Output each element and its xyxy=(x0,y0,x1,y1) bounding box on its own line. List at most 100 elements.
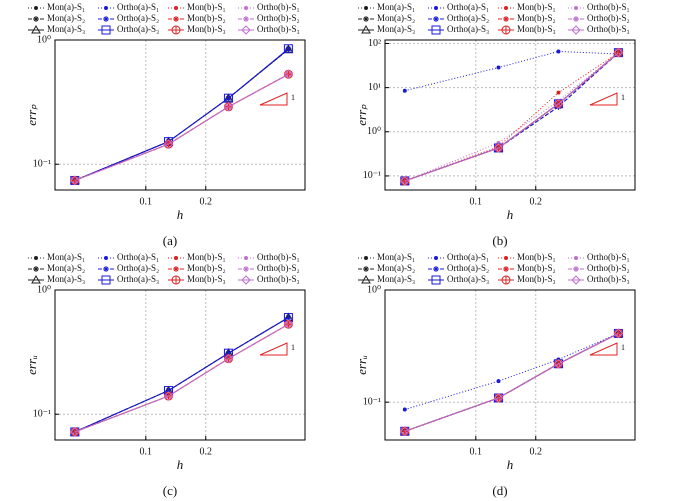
y-axis-label: errₚ xyxy=(354,104,369,126)
marker xyxy=(573,16,579,22)
slope-label: 1 xyxy=(621,93,625,102)
x-tick-label: 0.1 xyxy=(470,446,483,457)
marker xyxy=(574,6,578,10)
series-line xyxy=(404,52,619,182)
marker xyxy=(244,256,248,260)
marker xyxy=(70,175,80,186)
marker xyxy=(104,256,108,260)
marker xyxy=(101,275,111,285)
slope-triangle xyxy=(589,342,618,356)
y-tick-label: 10⁰ xyxy=(37,34,51,45)
y-axis-label: errᵤ xyxy=(354,355,369,375)
series-line xyxy=(74,49,289,181)
series-line xyxy=(404,332,619,410)
y-tick-label: 10⁻¹ xyxy=(363,170,381,181)
legend-label: Ortho(a)-S₃ xyxy=(117,274,159,284)
series-line xyxy=(74,323,289,433)
marker xyxy=(31,274,41,284)
x-tick-label: 0.1 xyxy=(470,196,483,207)
legend-label: Ortho(b)-S₁ xyxy=(587,252,630,262)
marker xyxy=(285,45,292,52)
x-tick-label: 0.1 xyxy=(140,196,153,207)
marker xyxy=(503,16,509,22)
series-line xyxy=(404,332,619,432)
marker xyxy=(241,275,251,285)
y-tick-label: 10⁻¹ xyxy=(363,396,381,407)
marker xyxy=(431,25,441,35)
x-tick-label: 0.2 xyxy=(530,446,543,457)
marker xyxy=(613,47,624,58)
legend-label: Ortho(a)-S₃ xyxy=(447,24,489,34)
marker xyxy=(163,139,174,149)
legend-label: Ortho(b)-S₃ xyxy=(257,24,300,34)
panel: 0.1 0.2 10⁻¹ 10⁰ h errₚ (a) 1 Mon(a)-S₁ Ortho(a)-… xyxy=(24,2,306,248)
marker xyxy=(241,25,251,35)
series-line xyxy=(74,323,289,433)
series-line xyxy=(404,52,619,182)
y-tick-label: 10⁻¹ xyxy=(33,409,51,420)
legend-label: Mon(b)-S₂ xyxy=(517,263,556,273)
marker xyxy=(556,49,561,54)
y-tick-label: 10¹ xyxy=(368,82,381,93)
legend-label: Ortho(a)-S₁ xyxy=(117,2,159,12)
marker xyxy=(402,407,407,412)
marker xyxy=(363,266,369,272)
marker xyxy=(223,93,234,102)
legend-label: Mon(a)-S₃ xyxy=(377,274,415,284)
marker xyxy=(400,176,410,186)
marker xyxy=(553,99,564,109)
legend-label: Ortho(a)-S₂ xyxy=(117,13,159,23)
slope-triangle xyxy=(589,92,618,106)
marker xyxy=(171,25,181,35)
marker xyxy=(33,16,39,22)
panel: 0.1 0.2 10⁻¹ 10⁰ h errᵤ (d) 1 Mon(a)-S₁ Ortho(a)-… xyxy=(354,252,636,498)
series-line xyxy=(74,48,289,181)
marker xyxy=(571,275,581,285)
y-tick-label: 10⁰ xyxy=(367,284,381,295)
series-line xyxy=(404,52,619,182)
marker xyxy=(364,256,368,260)
legend-label: Mon(a)-S₃ xyxy=(47,24,85,34)
series-line xyxy=(404,52,619,182)
series-line xyxy=(74,317,289,433)
legend-label: Mon(b)-S₁ xyxy=(187,252,226,262)
series-line xyxy=(404,332,619,432)
legend-label: Ortho(a)-S₂ xyxy=(447,13,489,23)
legend-label: Ortho(b)-S₁ xyxy=(257,2,300,12)
caption: (d) xyxy=(492,483,507,498)
legend-label: Mon(a)-S₂ xyxy=(377,263,415,273)
legend-label: Ortho(b)-S₃ xyxy=(257,274,300,284)
marker xyxy=(493,393,504,403)
marker xyxy=(174,6,178,10)
x-tick-label: 0.2 xyxy=(530,196,543,207)
x-tick-label: 0.2 xyxy=(200,196,213,207)
y-tick-label: 10⁻¹ xyxy=(33,159,51,170)
marker xyxy=(173,266,179,272)
marker xyxy=(171,275,181,285)
series-line xyxy=(74,323,289,433)
marker xyxy=(163,391,174,401)
marker xyxy=(400,176,410,186)
y-tick-label: 10⁰ xyxy=(37,284,51,295)
series-line xyxy=(74,49,289,181)
marker xyxy=(173,16,179,22)
marker xyxy=(434,256,438,260)
marker xyxy=(556,90,561,95)
marker xyxy=(104,6,108,10)
marker xyxy=(493,143,504,153)
marker xyxy=(33,266,39,272)
legend-label: Ortho(a)-S₁ xyxy=(117,252,159,262)
marker xyxy=(496,65,501,70)
series-line xyxy=(404,332,619,432)
marker xyxy=(243,16,249,22)
marker xyxy=(433,266,439,272)
y-axis-label: errₚ xyxy=(24,104,39,126)
legend-label: Ortho(b)-S₂ xyxy=(257,263,300,273)
x-axis-label: h xyxy=(507,207,514,222)
caption: (c) xyxy=(163,483,177,498)
legend-label: Ortho(b)-S₂ xyxy=(587,13,630,23)
marker xyxy=(103,266,109,272)
legend-label: Mon(b)-S₂ xyxy=(187,13,226,23)
series-line xyxy=(404,52,619,182)
x-axis-label: h xyxy=(177,457,184,472)
